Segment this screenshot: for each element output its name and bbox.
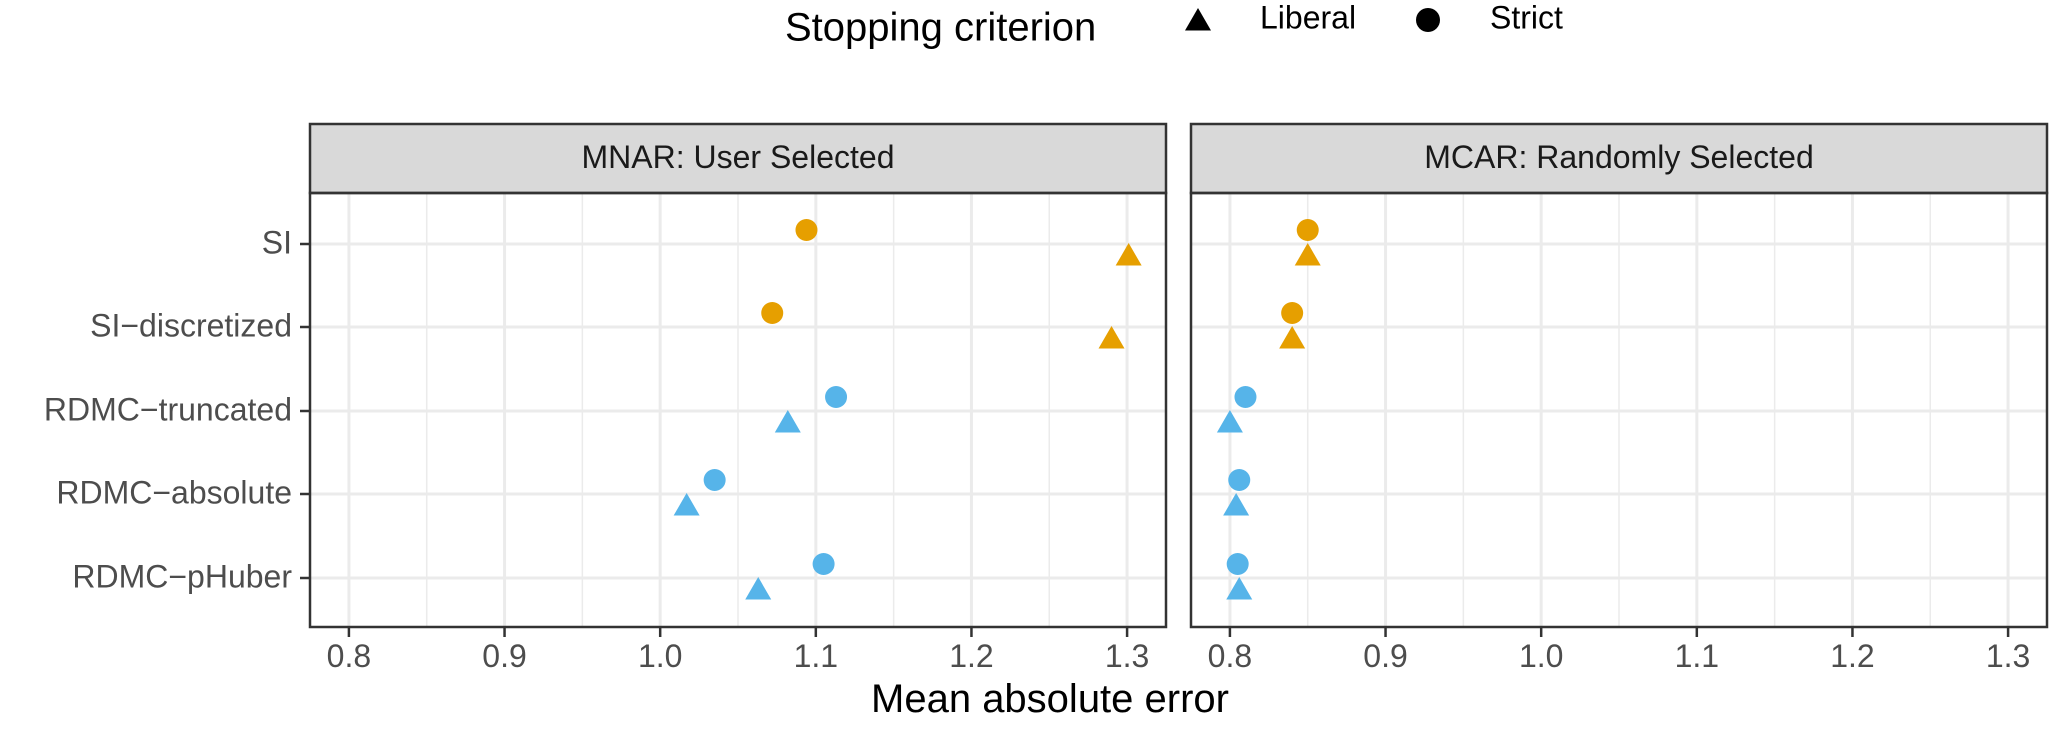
- facet-title: MNAR: User Selected: [582, 139, 895, 175]
- point-strict: [812, 553, 835, 575]
- point-strict: [1226, 553, 1249, 575]
- point-liberal: [1226, 577, 1253, 600]
- panel-2: 0.8 0.9 1.0 1.1 1.2 1.3 MCAR: Randomly Selecte…: [1189, 122, 2049, 674]
- x-tick-label: 1.1: [1675, 638, 1719, 674]
- x-tick-label: 1.0: [638, 638, 682, 674]
- point-strict: [761, 302, 784, 324]
- panel-border: [1189, 191, 2049, 629]
- x-tick-label: 1.2: [949, 638, 993, 674]
- x-tick-label: 1.3: [1105, 638, 1149, 674]
- y-tick-label: RDMC−pHuber: [72, 558, 292, 594]
- point-strict: [825, 386, 848, 408]
- point-strict: [703, 469, 726, 491]
- point-liberal: [1279, 326, 1306, 349]
- point-liberal: [1294, 243, 1321, 266]
- y-tick-label: RDMC−absolute: [56, 474, 292, 510]
- point-liberal: [745, 577, 772, 600]
- y-tick-label: SI−discretized: [90, 307, 292, 343]
- legend: Stopping criterion Liberal Strict: [785, 0, 1563, 50]
- point-strict: [1281, 302, 1304, 324]
- legend-label-strict: Strict: [1490, 0, 1563, 35]
- panel-1: 0.8 0.9 1.0 1.1 1.2 1.3 MNAR: User Selected: [308, 122, 1168, 674]
- facet-title: MCAR: Randomly Selected: [1424, 139, 1813, 175]
- facet-strip: [308, 122, 1168, 195]
- point-strict: [1234, 386, 1257, 408]
- point-liberal: [774, 410, 801, 433]
- x-tick-label: 0.8: [327, 638, 371, 674]
- point-liberal: [673, 493, 700, 516]
- point-liberal: [1216, 410, 1243, 433]
- y-tick-label: SI: [262, 224, 292, 260]
- x-tick-label: 1.0: [1519, 638, 1563, 674]
- point-liberal: [1098, 326, 1125, 349]
- x-axis-label: Mean absolute error: [871, 677, 1229, 721]
- x-tick-label: 1.2: [1830, 638, 1874, 674]
- legend-key-liberal-triangle: [1185, 8, 1211, 31]
- x-tick-label: 0.9: [1363, 638, 1407, 674]
- y-tick-label: RDMC−truncated: [44, 391, 292, 427]
- legend-key-strict-circle: [1416, 8, 1440, 32]
- x-tick-label: 1.1: [794, 638, 838, 674]
- point-strict: [795, 219, 818, 241]
- x-tick-label: 0.8: [1208, 638, 1252, 674]
- x-tick-label: 1.3: [1986, 638, 2030, 674]
- point-liberal: [1223, 493, 1250, 516]
- point-strict: [1228, 469, 1251, 491]
- legend-label-liberal: Liberal: [1260, 0, 1356, 35]
- legend-title: Stopping criterion: [785, 6, 1096, 50]
- point-strict: [1296, 219, 1319, 241]
- y-axis: SI SI−discretized RDMC−truncated RDMC−absol…: [44, 224, 310, 594]
- x-tick-label: 0.9: [482, 638, 526, 674]
- point-liberal: [1115, 243, 1142, 266]
